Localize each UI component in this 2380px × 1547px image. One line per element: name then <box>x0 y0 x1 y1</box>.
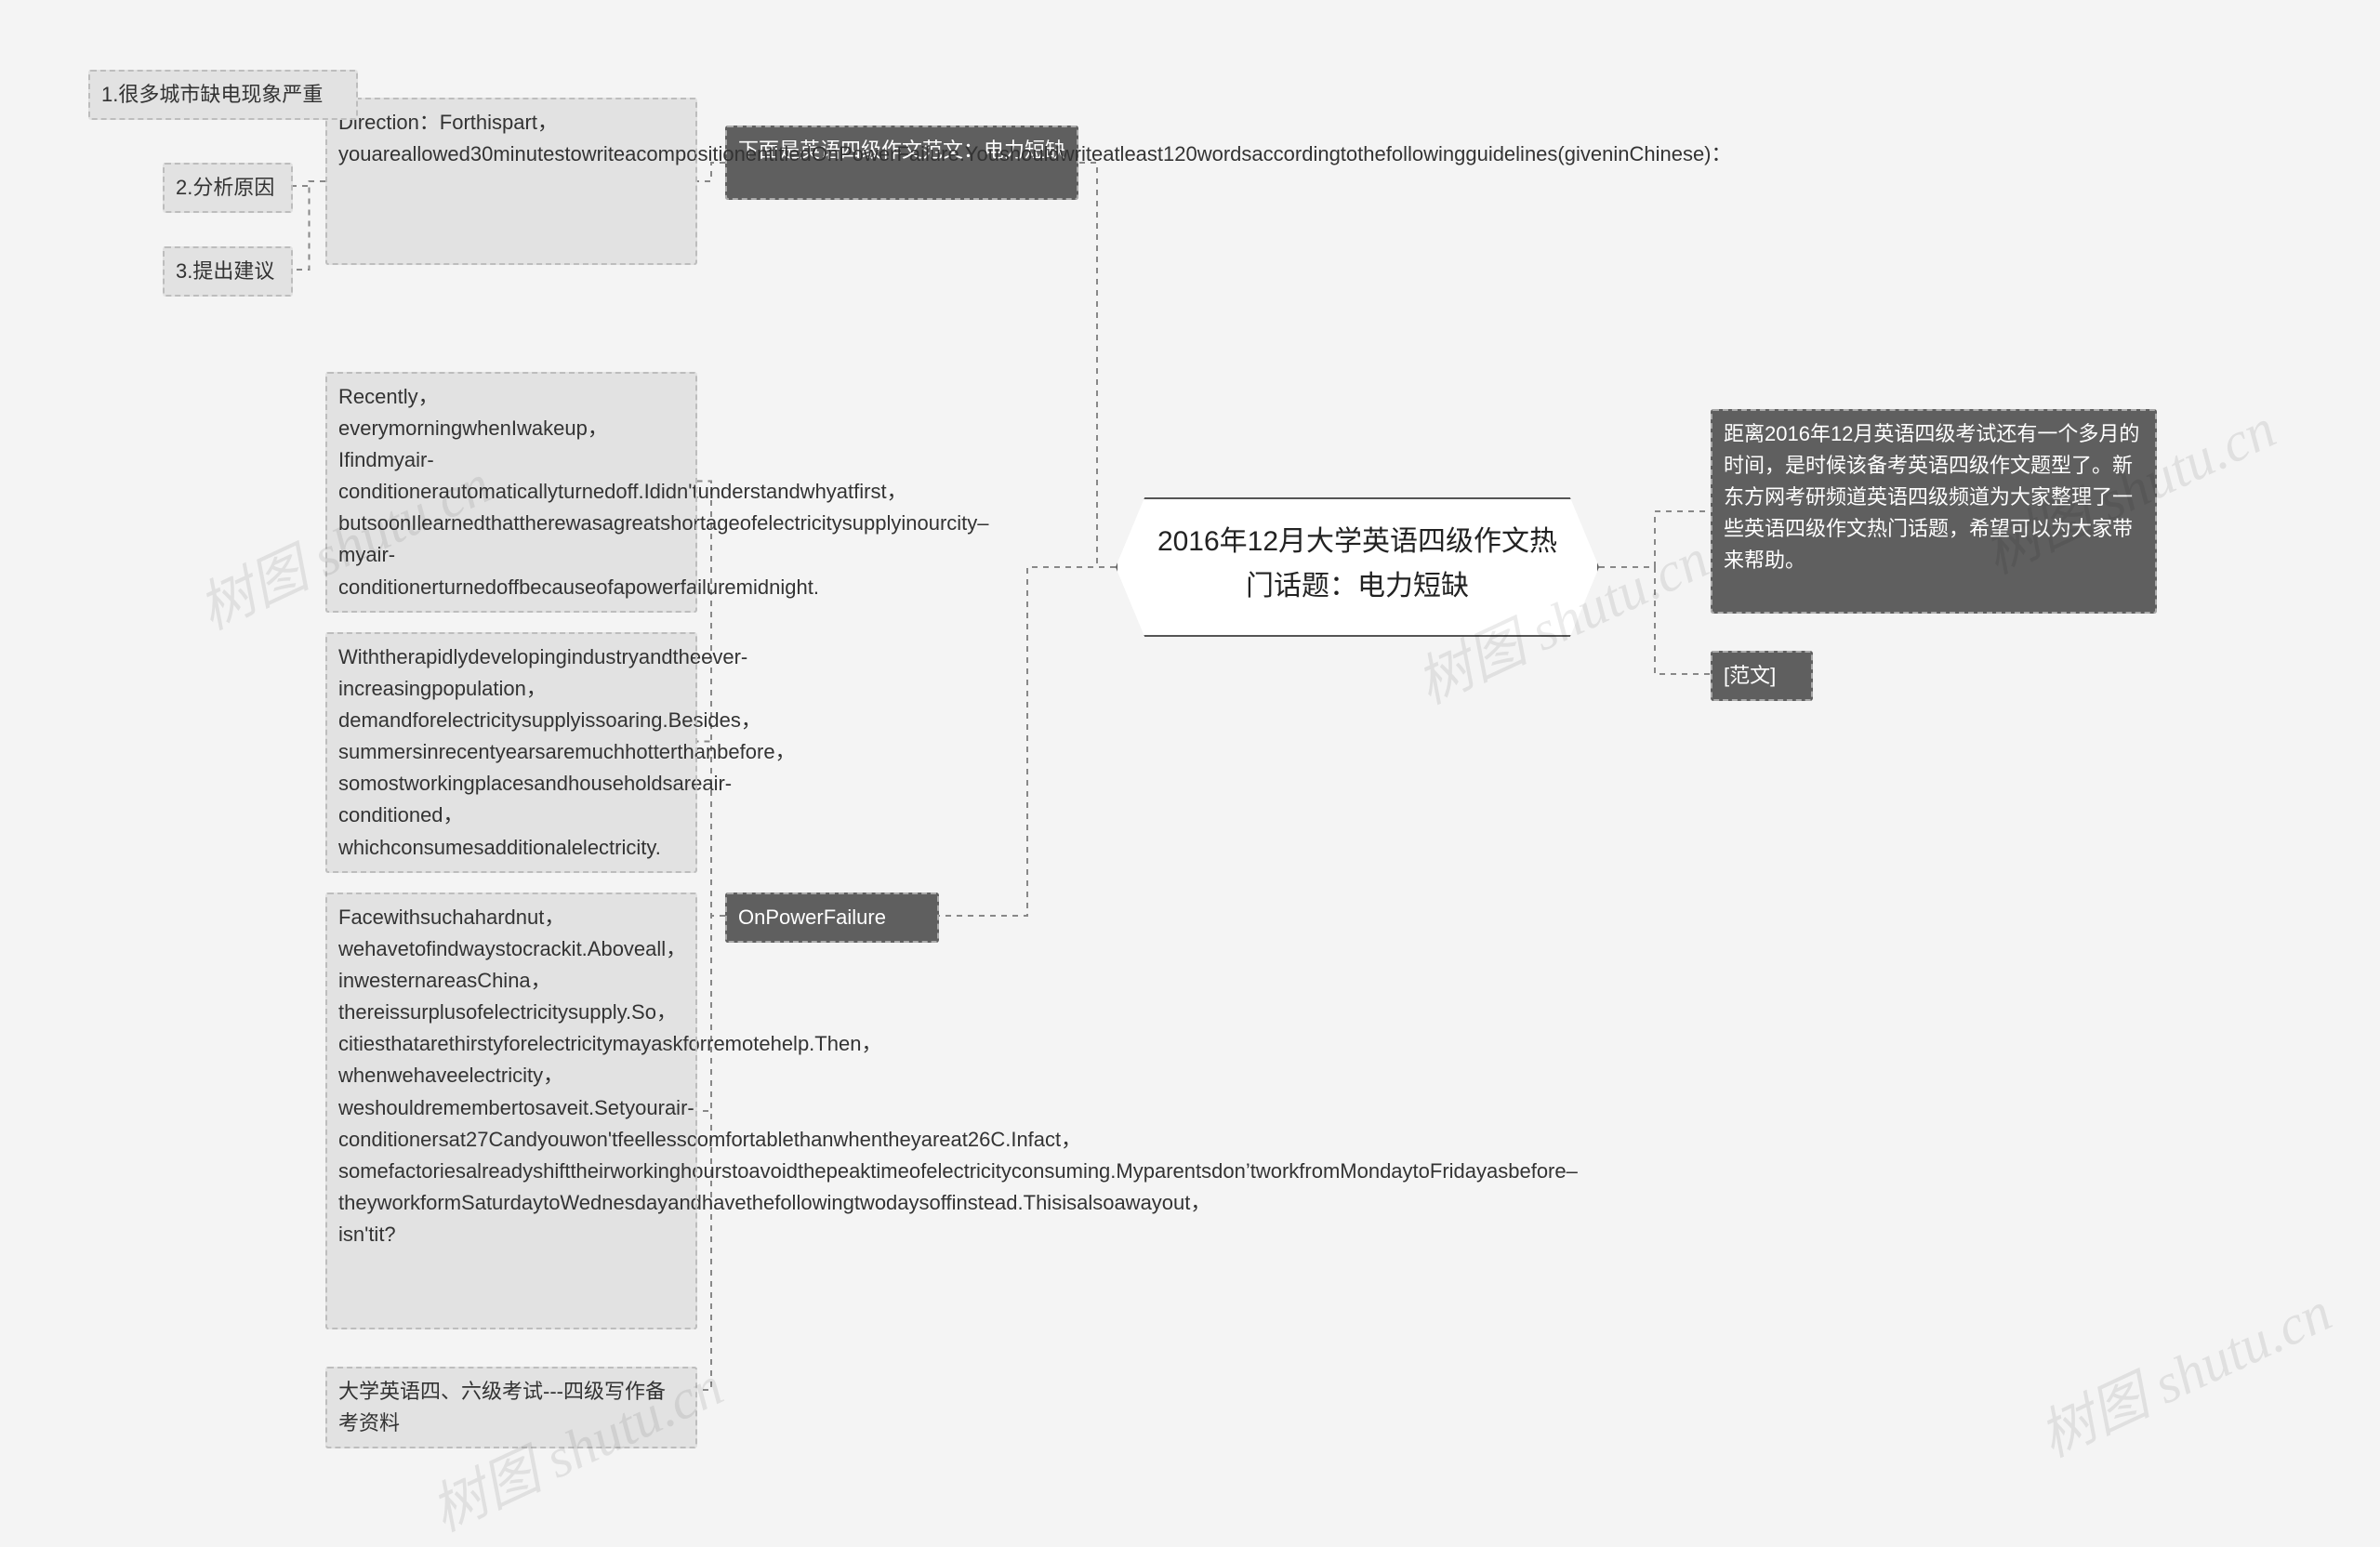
outline-item-2: 2.分析原因 <box>163 163 293 213</box>
sample-label-node: [范文] <box>1711 651 1813 701</box>
watermark: 树图 shutu.cn <box>2024 1267 2342 1473</box>
direction-node: Direction：Forthispart，youareallowed30min… <box>325 98 697 265</box>
paragraph-3-node: Facewithsuchahardnut，wehavetofindwaystoc… <box>325 892 697 1329</box>
outline-item-1: 1.很多城市缺电现象严重 <box>88 70 358 120</box>
mindmap-canvas: 2016年12月大学英语四级作文热门话题：电力短缺 距离2016年12月英语四级… <box>0 0 2380 1464</box>
paragraph-2-node: Withtherapidlydevelopingindustryandtheev… <box>325 632 697 873</box>
essay-title-node: OnPowerFailure <box>725 892 939 943</box>
outline-item-3: 3.提出建议 <box>163 246 293 297</box>
